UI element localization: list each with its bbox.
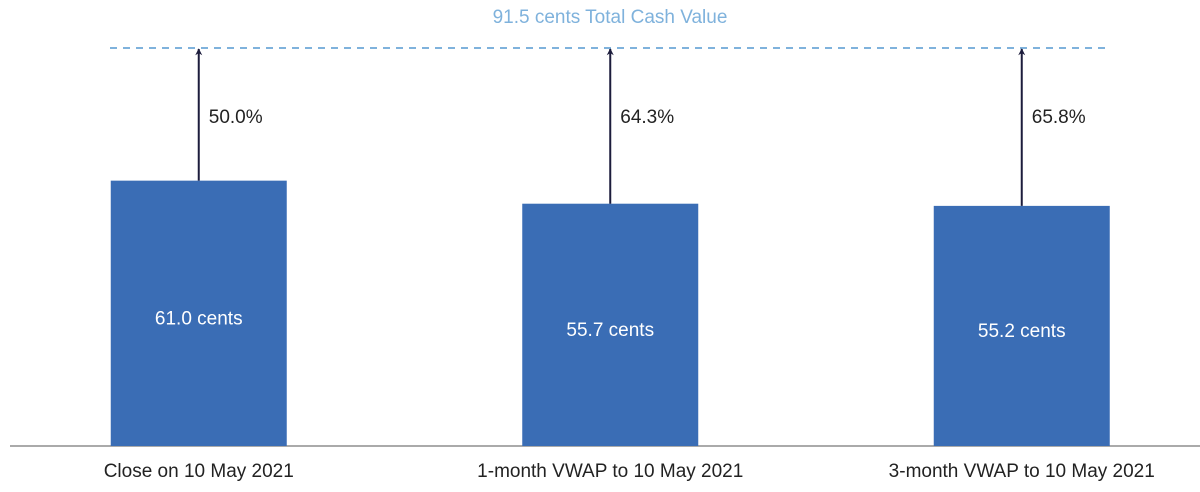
- x-tick-label: 3-month VWAP to 10 May 2021: [889, 461, 1155, 482]
- value-label: 55.7 cents: [566, 320, 654, 341]
- bar: [933, 205, 1110, 446]
- premium-label: 64.3%: [620, 107, 674, 128]
- premium-label: 65.8%: [1032, 107, 1086, 128]
- bar: [522, 203, 699, 446]
- value-label: 55.2 cents: [978, 321, 1066, 342]
- reference-label: 91.5 cents Total Cash Value: [493, 7, 728, 28]
- x-tick-label: Close on 10 May 2021: [104, 461, 294, 482]
- x-tick-label: 1-month VWAP to 10 May 2021: [477, 461, 743, 482]
- value-label: 61.0 cents: [155, 308, 243, 329]
- bar: [110, 180, 287, 446]
- premium-label: 50.0%: [209, 107, 263, 128]
